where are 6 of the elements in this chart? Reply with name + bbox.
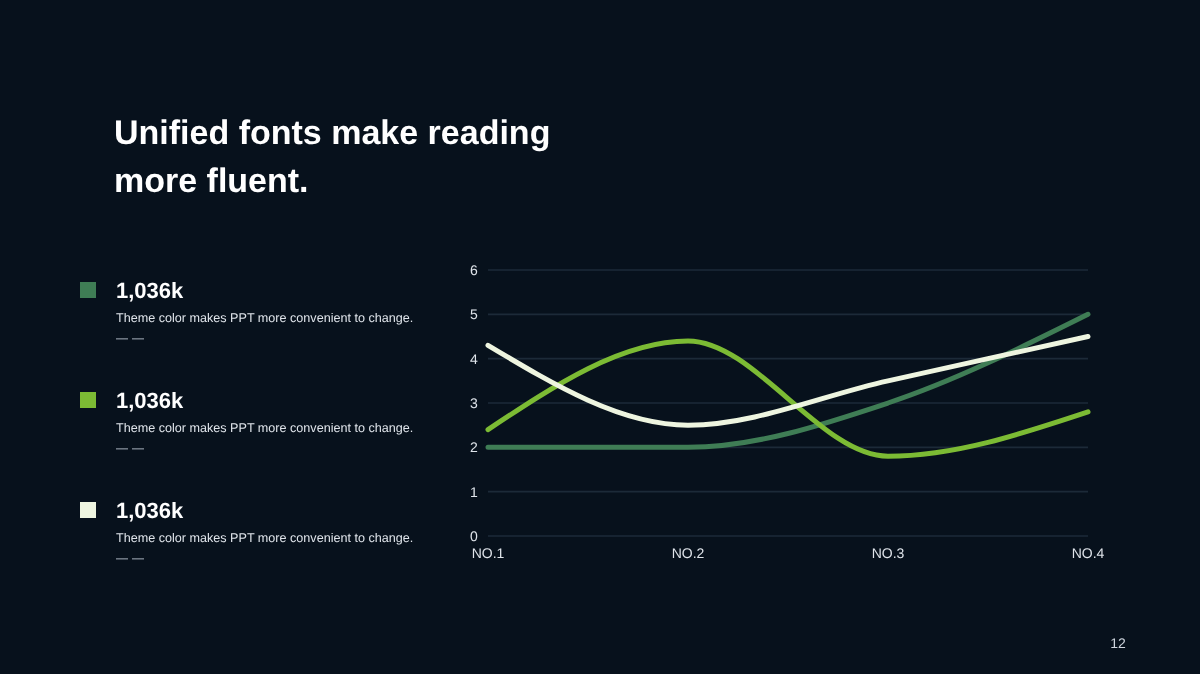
text: 1,036k (116, 390, 186, 414)
line-series (485, 334, 1091, 428)
line-series (485, 338, 1091, 459)
chart-title: Unified fonts make reading more fluent. (114, 114, 551, 200)
text: 1,036k (116, 280, 186, 304)
text: 1,036k (116, 500, 186, 524)
